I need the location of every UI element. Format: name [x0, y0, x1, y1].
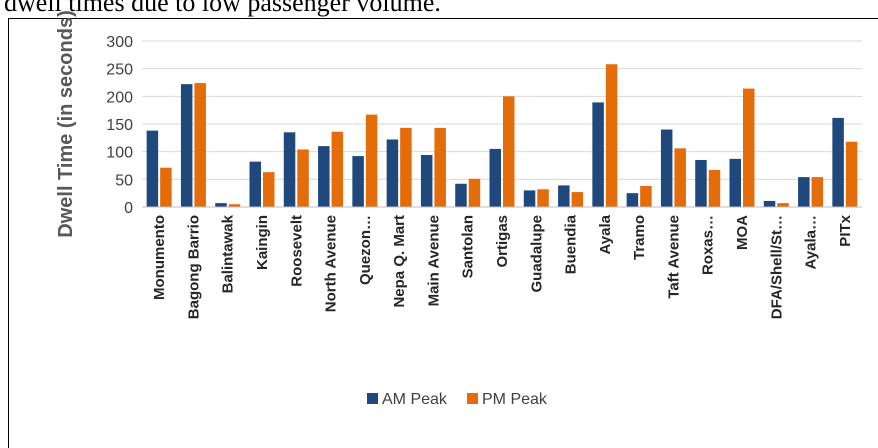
preceding-body-text: dwell times due to low passenger volume.	[4, 0, 441, 17]
chart-frame	[8, 18, 878, 448]
x-tick-label: Roxas…	[700, 215, 717, 275]
x-tick-label: Bagong Barrio	[185, 215, 202, 319]
x-tick-label: Ayala	[597, 214, 614, 254]
bar-pm-peak	[743, 88, 755, 207]
x-tick-label: North Avenue	[323, 215, 340, 312]
bar-am-peak	[146, 130, 159, 207]
bar-pm-peak	[434, 127, 446, 207]
y-tick-label: 0	[124, 200, 133, 217]
legend-swatch	[467, 393, 478, 404]
x-tick-label: Guadalupe	[528, 215, 545, 293]
legend-label: AM Peak	[382, 391, 448, 408]
y-tick-label: 100	[106, 145, 133, 162]
bar-am-peak	[318, 146, 330, 207]
bar-pm-peak	[160, 167, 172, 207]
bar-pm-peak	[194, 83, 206, 207]
y-tick-label: 150	[106, 117, 133, 134]
x-tick-label: Main Avenue	[425, 215, 442, 306]
bar-am-peak	[215, 203, 227, 207]
bar-pm-peak	[331, 131, 344, 207]
y-tick-label: 50	[115, 172, 133, 189]
x-tick-label: MOA	[734, 215, 751, 250]
x-tick-label: Santolan	[460, 215, 477, 278]
bar-am-peak	[455, 183, 467, 207]
x-tick-label: Monumento	[151, 215, 168, 300]
x-tick-label: Roosevelt	[288, 215, 305, 287]
bar-pm-peak	[537, 189, 549, 207]
y-axis-title: Dwell Time (in seconds)	[55, 10, 77, 237]
x-tick-label: DFA/Shell/St…	[768, 215, 785, 319]
bar-am-peak	[249, 161, 261, 207]
x-tick-label: Buendia	[563, 214, 580, 274]
bar-am-peak	[180, 84, 193, 207]
x-tick-label: Taft Avenue	[665, 215, 682, 299]
x-tick-label: Quezon…	[357, 215, 374, 285]
bar-pm-peak	[640, 185, 652, 207]
bar-pm-peak	[228, 204, 241, 207]
bar-pm-peak	[605, 64, 618, 208]
bar-am-peak	[832, 117, 844, 207]
gridlines	[142, 40, 862, 180]
x-tick-label: Nepa Q. Mart	[391, 215, 408, 308]
labels: 0 50 100 150 200 250 300 Monumento Bagong Barrio…	[106, 34, 854, 319]
bar-am-peak	[489, 148, 501, 207]
bar-pm-peak	[400, 127, 412, 207]
bar-pm-peak	[777, 203, 789, 207]
bar-pm-peak	[571, 192, 584, 207]
bar-am-peak	[660, 129, 673, 207]
bar-am-peak	[352, 156, 364, 207]
bar-am-peak	[283, 132, 296, 207]
bars	[146, 64, 858, 208]
bar-am-peak	[523, 190, 536, 207]
bar-pm-peak	[263, 172, 275, 207]
x-tick-label: Ortigas	[494, 215, 511, 268]
bar-am-peak	[729, 158, 741, 207]
bar-pm-peak	[674, 148, 686, 207]
bar-pm-peak	[468, 178, 481, 207]
x-tick-label: Kaingin	[254, 215, 271, 270]
bar-pm-peak	[811, 177, 824, 207]
bar-am-peak	[592, 102, 604, 207]
bar-am-peak	[798, 177, 810, 207]
legend-label: PM Peak	[482, 391, 548, 408]
bar-pm-peak	[845, 141, 858, 207]
bar-am-peak	[763, 200, 776, 207]
y-tick-label: 300	[106, 34, 133, 51]
y-tick-label: 200	[106, 89, 133, 106]
x-tick-label: Ayala…	[803, 215, 820, 269]
bar-am-peak	[558, 185, 570, 207]
bar-pm-peak	[708, 169, 721, 207]
x-tick-label: Balintawak	[220, 214, 237, 293]
bar-pm-peak	[297, 149, 309, 207]
bar-am-peak	[626, 193, 639, 207]
x-tick-label: Tramo	[631, 215, 648, 260]
y-tick-label: 250	[106, 62, 133, 79]
dwell-time-chart: 0 50 100 150 200 250 300 Monumento Bagong Barrio…	[55, 10, 862, 408]
legend-swatch	[367, 393, 378, 404]
bar-pm-peak	[503, 96, 515, 207]
bar-am-peak	[420, 154, 433, 207]
bar-am-peak	[695, 159, 707, 207]
legend: AM Peak PM Peak	[367, 391, 548, 408]
bar-am-peak	[386, 139, 399, 207]
bar-pm-peak	[365, 114, 378, 207]
x-tick-label: PITx	[837, 214, 854, 246]
